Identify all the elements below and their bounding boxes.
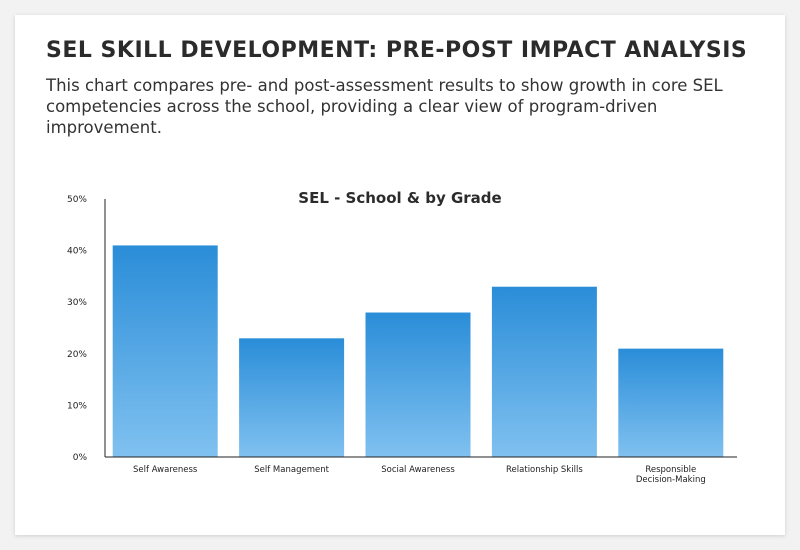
bar xyxy=(365,312,471,457)
bar xyxy=(491,286,597,457)
y-tick-label: 50% xyxy=(67,195,87,205)
y-tick-label: 10% xyxy=(67,401,87,411)
y-tick-label: 20% xyxy=(67,350,87,360)
page-description: This chart compares pre- and post-assess… xyxy=(46,76,723,137)
y-tick-label: 40% xyxy=(67,247,87,257)
x-tick-label: Decision-Making xyxy=(636,475,706,485)
x-tick-label: Social Awareness xyxy=(381,465,455,475)
bar xyxy=(618,348,724,457)
chart-title: SEL - School & by Grade xyxy=(298,189,501,207)
x-tick-label: Relationship Skills xyxy=(506,465,583,475)
page-title: SEL SKILL DEVELOPMENT: PRE-POST IMPACT A… xyxy=(46,38,748,63)
y-tick-label: 30% xyxy=(67,298,87,308)
x-tick-label: Self Awareness xyxy=(133,465,198,475)
x-tick-label: Self Management xyxy=(254,465,329,475)
bar xyxy=(112,245,218,457)
x-tick-label: Responsible xyxy=(645,465,696,475)
y-tick-label: 0% xyxy=(73,453,88,463)
bar xyxy=(239,338,345,457)
